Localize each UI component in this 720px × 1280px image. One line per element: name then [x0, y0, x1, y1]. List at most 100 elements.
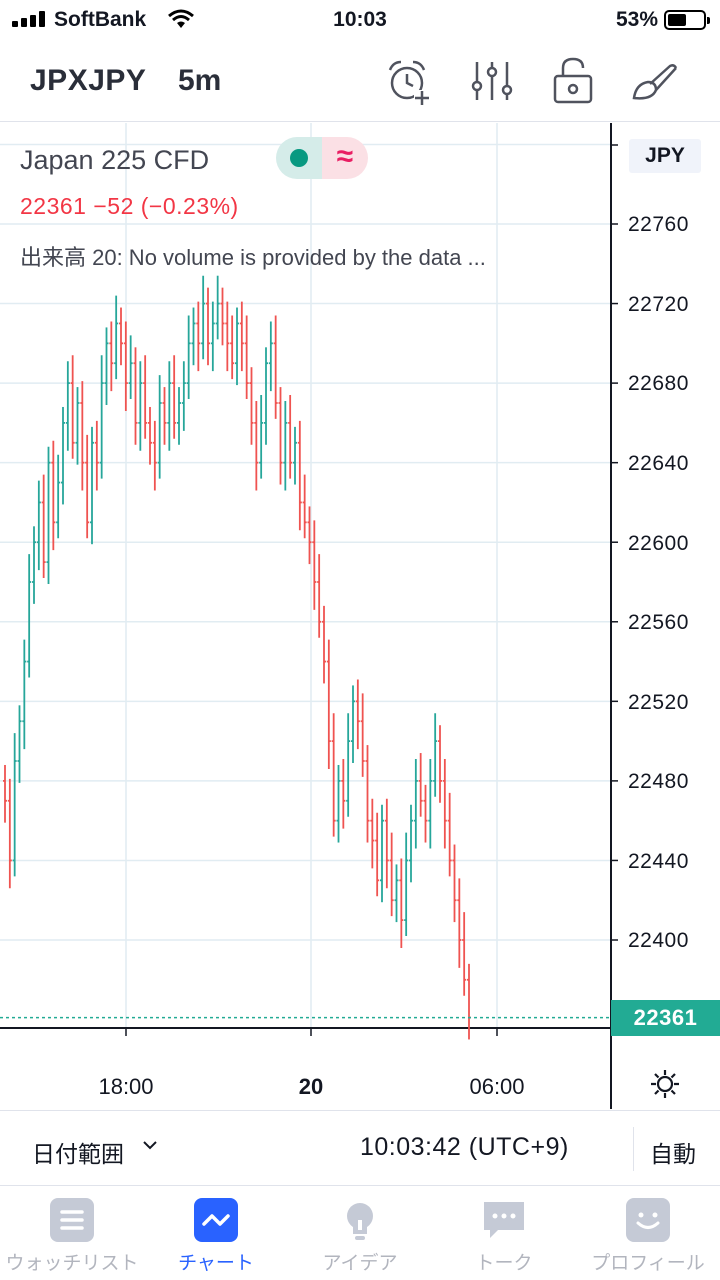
ohlc-bar — [293, 426, 297, 485]
ohlc-bar — [273, 315, 278, 419]
profile-face-icon — [626, 1198, 670, 1242]
ohlc-bar — [351, 685, 355, 763]
ohlc-bar — [331, 713, 336, 837]
auto-scale-toggle[interactable]: 自動 — [650, 1141, 696, 1167]
ohlc-bar — [157, 375, 162, 479]
tab-label: トーク — [475, 1253, 533, 1274]
exchange-clock[interactable]: 10:03:42 (UTC+9) — [360, 1133, 569, 1161]
status-bar: SoftBank 10:03 53% — [0, 0, 720, 40]
ohlc-bar — [80, 381, 85, 491]
ohlc-bar — [239, 301, 244, 372]
alarm-add-icon[interactable] — [384, 56, 434, 106]
ohlc-bar — [355, 679, 360, 750]
ohlc-bar — [288, 395, 293, 479]
chart-info-bar: 日付範囲 10:03:42 (UTC+9) 自動 — [0, 1110, 720, 1186]
ohlc-bar — [7, 778, 12, 889]
tab-ideas[interactable]: アイデア — [288, 1188, 432, 1280]
ohlc-bar — [384, 798, 389, 889]
last-price-badge: 22361 — [611, 1000, 720, 1036]
symbol-selector[interactable]: JPXJPY — [30, 64, 147, 97]
status-time: 10:03 — [333, 8, 387, 31]
ohlc-bar — [177, 387, 181, 445]
ohlc-bar — [220, 287, 225, 346]
carrier-name: SoftBank — [54, 8, 147, 31]
ohlc-bar — [317, 554, 322, 638]
tab-chart[interactable]: チャート — [144, 1188, 288, 1280]
ohlc-bar — [389, 832, 394, 917]
ohlc-bar — [438, 725, 442, 803]
price-chart[interactable] — [0, 123, 720, 1109]
legend-volume[interactable]: 出来高 20: No volume is provided by the dat… — [20, 245, 486, 270]
ohlc-bar — [380, 804, 384, 903]
ohlc-bar — [61, 406, 65, 505]
interval-selector[interactable]: 5m — [178, 64, 222, 97]
price-tick: 22680 — [628, 372, 689, 395]
ohlc-bar — [210, 301, 215, 372]
ohlc-bar — [244, 315, 249, 400]
currency-badge[interactable]: JPY — [629, 139, 701, 173]
battery-percent: 53% — [615, 8, 658, 31]
ohlc-bar — [186, 315, 191, 400]
ohlc-bar — [41, 474, 46, 579]
ohlc-bar — [457, 878, 462, 968]
price-tick: 22600 — [628, 532, 689, 555]
signal-icon — [12, 11, 48, 27]
ohlc-bar — [206, 287, 210, 366]
ohlc-bar — [148, 406, 152, 465]
time-tick: 18:00 — [98, 1074, 154, 1099]
ohlc-bar — [225, 301, 230, 372]
price-tick: 22720 — [628, 293, 689, 316]
ohlc-bar — [12, 733, 17, 877]
ohlc-bar — [409, 804, 413, 883]
ohlc-bar — [94, 420, 99, 491]
tab-chat[interactable]: トーク — [432, 1188, 576, 1280]
ohlc-bar — [394, 864, 399, 923]
drawing-brush-icon[interactable] — [630, 56, 680, 106]
ohlc-bar — [162, 387, 167, 445]
tab-label: アイデア — [322, 1253, 398, 1274]
price-tick: 22440 — [628, 850, 689, 873]
time-tick: 06:00 — [469, 1074, 525, 1099]
ohlc-bar — [3, 764, 7, 823]
tab-profile[interactable]: プロフィール — [576, 1188, 720, 1280]
ohlc-bar — [404, 832, 409, 937]
chart-settings-icon[interactable] — [648, 1067, 682, 1101]
ohlc-bar — [283, 401, 288, 491]
ohlc-bar — [119, 307, 123, 366]
ohlc-bar — [447, 792, 452, 877]
ohlc-bar — [56, 454, 61, 539]
price-tick: 22640 — [628, 452, 689, 475]
ohlc-bar — [235, 307, 239, 386]
date-range-button[interactable]: 日付範囲 — [32, 1141, 124, 1167]
ohlc-bar — [375, 812, 380, 897]
chart-icon — [194, 1198, 238, 1242]
chart-pane[interactable]: Japan 225 CFD ≈ 22361 −52 (−0.23%) 出来高 2… — [0, 123, 720, 1109]
price-tick: 22760 — [628, 213, 689, 236]
market-status-badge[interactable]: ≈ — [276, 137, 368, 179]
ohlc-bar — [90, 426, 94, 545]
bottom-tab-bar: ウォッチリスト チャート アイデア トーク プロフィール — [0, 1188, 720, 1280]
ohlc-bar — [99, 355, 104, 479]
ohlc-bar — [428, 759, 433, 849]
unlock-icon[interactable] — [549, 56, 599, 106]
ohlc-bar — [22, 639, 27, 750]
ohlc-bar — [65, 361, 70, 451]
ohlc-bar — [249, 367, 254, 445]
ohlc-bar — [433, 713, 438, 797]
ohlc-bar — [297, 420, 302, 531]
ohlc-bar — [215, 275, 220, 340]
legend-title[interactable]: Japan 225 CFD — [20, 145, 210, 175]
ohlc-bar — [85, 434, 90, 539]
ohlc-bar — [442, 759, 447, 849]
ohlc-bar — [413, 759, 418, 849]
legend-price-change: 22361 −52 (−0.23%) — [20, 193, 239, 219]
tab-watchlist[interactable]: ウォッチリスト — [0, 1188, 144, 1280]
indicators-icon[interactable] — [467, 56, 517, 106]
ohlc-bar — [152, 420, 157, 491]
ohlc-bar — [365, 745, 370, 843]
ohlc-bar — [181, 361, 186, 431]
tab-label: プロフィール — [591, 1253, 705, 1274]
ohlc-bar — [230, 315, 235, 380]
ohlc-bar — [418, 753, 423, 817]
chevron-down-icon[interactable] — [142, 1137, 158, 1153]
